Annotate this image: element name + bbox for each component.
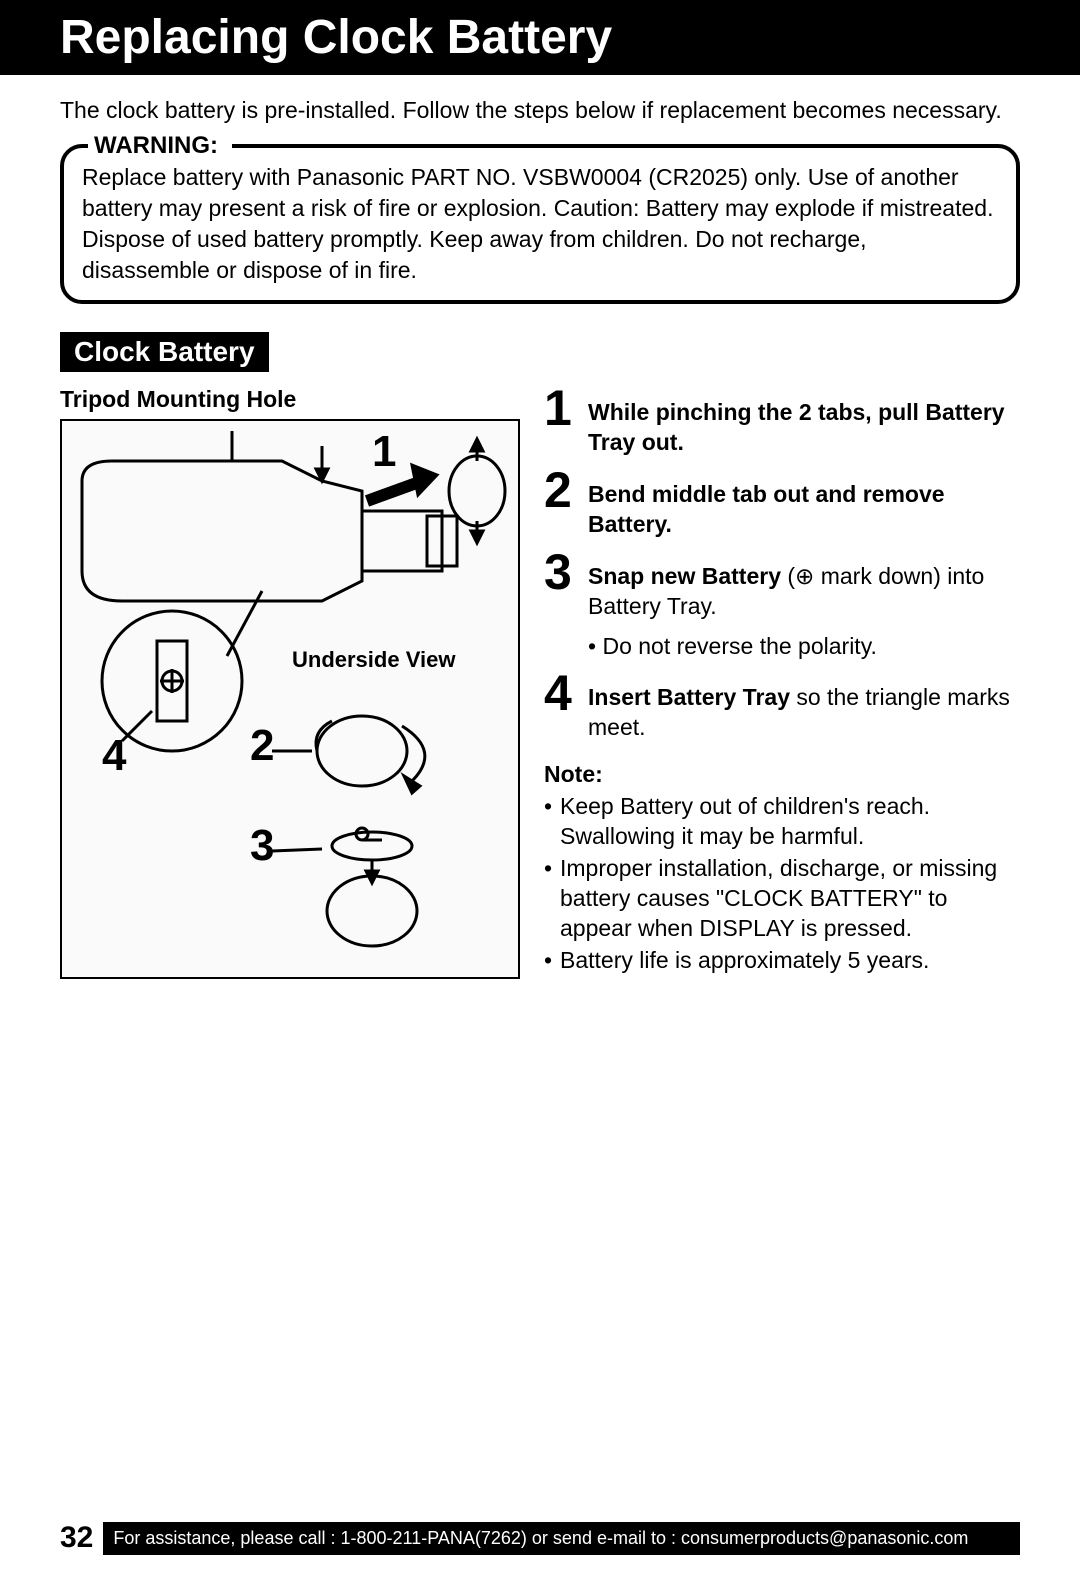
step-4-number: 4 [544,671,578,716]
step-3-body: Snap new Battery (⊕ mark down) into Batt… [588,550,1020,622]
diagram-callout-1: 1 [372,427,396,477]
warning-text: Replace battery with Panasonic PART NO. … [82,162,998,286]
diagram-callout-4: 4 [102,731,126,781]
note-item-1: Keep Battery out of children's reach. Sw… [544,792,1020,852]
main-row: Tripod Mounting Hole [60,386,1020,979]
step-3-bullet-text: Do not reverse the polarity. [602,633,876,659]
footer-assistance-text: For assistance, please call : 1-800-211-… [103,1522,1020,1555]
step-2: 2 Bend middle tab out and remove Battery… [544,468,1020,540]
page-footer: 32 For assistance, please call : 1-800-2… [60,1521,1020,1555]
diagram-callout-2: 2 [250,721,274,771]
section-label: Clock Battery [60,332,269,372]
step-3-bold: Snap new Battery [588,563,781,589]
warning-label: WARNING: [88,132,232,160]
step-4: 4 Insert Battery Tray so the triangle ma… [544,671,1020,743]
page-title: Replacing Clock Battery [0,0,1080,75]
step-2-bold: Bend middle tab out and remove Battery. [588,481,945,537]
underside-label: Underside View [292,647,455,673]
step-3: 3 Snap new Battery (⊕ mark down) into Ba… [544,550,1020,622]
page-number: 32 [60,1521,93,1555]
step-4-body: Insert Battery Tray so the triangle mark… [588,671,1020,743]
step-4-bold: Insert Battery Tray [588,684,790,710]
note-heading: Note: [544,761,1020,788]
step-1-number: 1 [544,386,578,431]
step-3-bullet: • Do not reverse the polarity. [588,632,1020,662]
warning-box: WARNING: Replace battery with Panasonic … [60,144,1020,304]
diagram-svg [62,421,518,977]
step-2-number: 2 [544,468,578,513]
note-list: Keep Battery out of children's reach. Sw… [544,792,1020,975]
diagram-callout-3: 3 [250,821,274,871]
tripod-label: Tripod Mounting Hole [60,386,520,413]
step-1: 1 While pinching the 2 tabs, pull Batter… [544,386,1020,458]
step-3-number: 3 [544,550,578,595]
note-item-2: Improper installation, discharge, or mis… [544,854,1020,944]
intro-text: The clock battery is pre-installed. Foll… [60,95,1020,126]
content-area: The clock battery is pre-installed. Foll… [0,95,1080,979]
step-1-bold: While pinching the 2 tabs, pull Battery … [588,399,1005,455]
step-1-body: While pinching the 2 tabs, pull Battery … [588,386,1020,458]
diagram-placeholder: 1 2 3 4 Underside View [60,419,520,979]
note-item-3: Battery life is approximately 5 years. [544,946,1020,976]
diagram-column: Tripod Mounting Hole [60,386,520,979]
step-2-body: Bend middle tab out and remove Battery. [588,468,1020,540]
steps-column: 1 While pinching the 2 tabs, pull Batter… [544,386,1020,979]
